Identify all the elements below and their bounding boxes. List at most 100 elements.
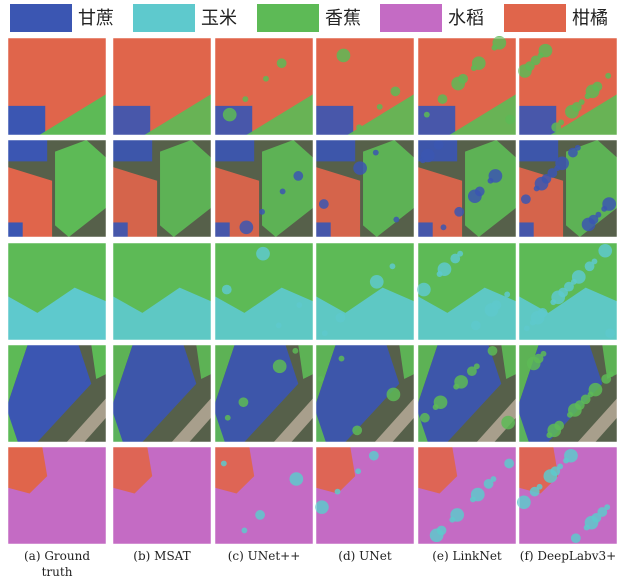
noise-blob <box>390 87 400 97</box>
result-image <box>518 38 617 135</box>
legend-swatch <box>257 4 319 32</box>
result-image <box>8 447 106 544</box>
noise-blob <box>369 451 379 461</box>
noise-blob <box>539 44 553 58</box>
noise-blob <box>524 325 530 331</box>
noise-blob <box>572 270 586 284</box>
noise-blob <box>458 74 468 84</box>
noise-blob <box>571 533 581 543</box>
noise-blob <box>438 262 452 276</box>
noise-blob <box>554 421 564 431</box>
class-region <box>418 222 433 237</box>
noise-blob <box>434 395 448 409</box>
result-image <box>113 38 211 135</box>
noise-blob <box>240 221 254 235</box>
noise-blob <box>537 484 543 490</box>
noise-blob <box>277 58 287 68</box>
noise-blob <box>474 363 480 369</box>
result-image <box>8 345 106 442</box>
result-image <box>316 345 414 442</box>
column-caption: (c) UNet++ <box>214 548 314 564</box>
result-image <box>316 38 414 135</box>
figure: 甘蔗玉米香蕉水稻柑橘 <box>0 0 627 548</box>
noise-blob <box>589 383 603 397</box>
result-image <box>316 140 414 237</box>
result-image <box>113 140 211 237</box>
noise-blob <box>315 500 329 514</box>
noise-blob <box>579 99 585 105</box>
noise-blob <box>259 209 265 215</box>
class-region <box>215 222 230 237</box>
noise-blob <box>390 263 396 269</box>
column-caption: (d) UNet <box>315 548 415 564</box>
noise-blob <box>538 308 548 318</box>
noise-blob <box>471 321 481 331</box>
result-image <box>8 243 106 340</box>
legend-label: 水稻 <box>448 8 484 29</box>
noise-blob <box>575 145 581 151</box>
noise-blob <box>241 528 247 534</box>
noise-blob <box>525 61 535 71</box>
noise-blob <box>273 360 287 374</box>
class-region <box>316 106 353 135</box>
legend-label: 柑橘 <box>572 8 608 29</box>
noise-blob <box>424 112 430 118</box>
result-image <box>519 243 617 340</box>
result-image <box>215 140 313 237</box>
noise-blob <box>489 169 503 183</box>
noise-blob <box>370 275 384 289</box>
result-image <box>418 447 516 544</box>
class-region <box>519 140 558 161</box>
legend-label: 香蕉 <box>325 8 361 29</box>
result-image <box>113 345 211 442</box>
noise-blob <box>564 449 578 463</box>
legend-swatch <box>380 4 442 32</box>
noise-blob <box>592 259 598 265</box>
result-image <box>418 345 516 442</box>
noise-blob <box>454 375 468 389</box>
noise-blob <box>356 124 362 130</box>
noise-blob <box>541 351 547 357</box>
noise-blob <box>255 510 265 520</box>
noise-blob <box>377 104 383 110</box>
noise-blob <box>598 244 612 258</box>
noise-blob <box>504 292 510 298</box>
result-image <box>8 140 106 237</box>
noise-blob <box>434 140 444 150</box>
legend-label: 甘蔗 <box>78 8 114 29</box>
noise-blob <box>501 416 515 430</box>
noise-blob <box>441 224 447 230</box>
noise-blob <box>542 174 552 184</box>
noise-blob <box>292 348 298 354</box>
noise-blob <box>592 513 602 523</box>
noise-blob <box>296 302 302 308</box>
class-region <box>316 222 331 237</box>
noise-blob <box>222 285 232 295</box>
legend-swatch <box>504 4 566 32</box>
legend-swatch <box>133 4 195 32</box>
noise-blob <box>420 413 430 423</box>
class-region <box>519 106 556 135</box>
noise-blob <box>504 459 514 469</box>
noise-blob <box>355 468 361 474</box>
noise-blob <box>223 108 237 122</box>
result-image <box>215 345 313 442</box>
noise-blob <box>602 197 616 211</box>
noise-blob <box>604 504 610 510</box>
noise-blob <box>605 328 615 338</box>
result-image <box>215 243 313 340</box>
result-image <box>316 243 414 340</box>
noise-blob <box>437 526 447 536</box>
class-region <box>113 106 150 135</box>
noise-blob <box>608 371 614 377</box>
class-region <box>113 140 152 161</box>
noise-blob <box>457 251 463 257</box>
noise-blob <box>475 187 485 197</box>
noise-blob <box>352 426 362 436</box>
result-image <box>519 345 617 442</box>
result-image <box>519 140 617 237</box>
noise-blob <box>421 149 435 163</box>
noise-blob <box>557 463 563 469</box>
noise-blob <box>471 488 485 502</box>
class-region <box>113 222 128 237</box>
